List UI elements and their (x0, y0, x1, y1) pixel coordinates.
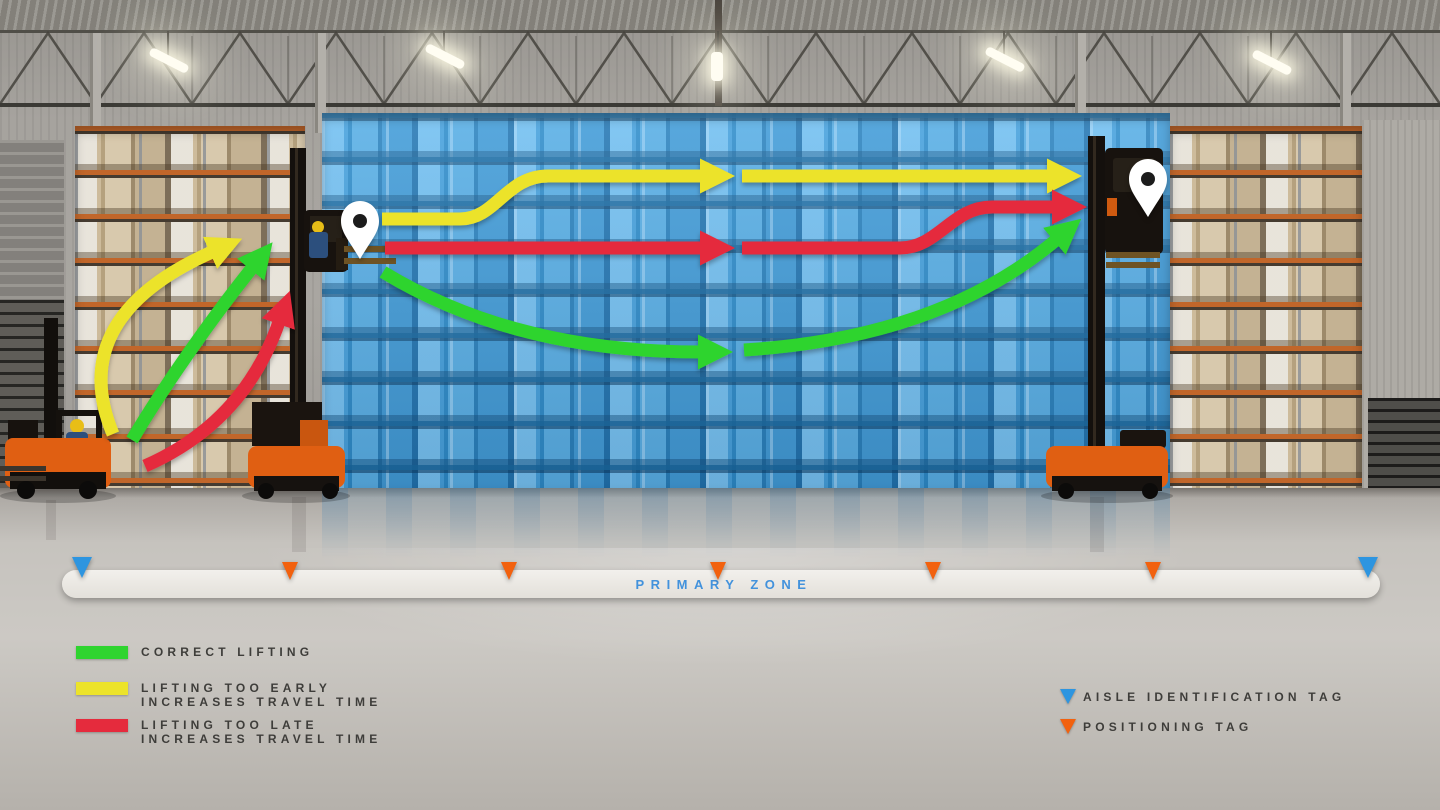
legend-item-positioning-tag: POSITIONING TAG (1060, 719, 1252, 734)
aisle-identification-tag-marker (1358, 557, 1378, 578)
legend-label: LIFTING TOO LATE (141, 718, 318, 732)
late-lift-path-arrow-2 (742, 189, 1087, 255)
primary-zone-label: PRIMARY ZONE (635, 576, 813, 592)
early-lift-path-arrow (382, 158, 735, 226)
correct-lift-path-arrow-2 (743, 218, 1082, 357)
positioning-tag-icon (1060, 719, 1076, 734)
forklift-shadows (0, 489, 1173, 503)
correct-lift-path-arrow (379, 266, 733, 370)
left-wall-panel (0, 140, 64, 305)
right-storage-rack (1170, 126, 1362, 490)
correct-lifting-swatch (76, 646, 128, 659)
legend-label: CORRECT LIFTING (141, 645, 314, 659)
forks (1106, 252, 1160, 258)
legend-item-lifting-too-late: LIFTING TOO LATE INCREASES TRAVEL TIME (76, 718, 381, 746)
aisle-identification-tag-marker (72, 557, 92, 578)
legend-label: LIFTING TOO EARLY (141, 681, 332, 695)
positioning-tag-marker (282, 562, 298, 580)
early-lift-curve-arrow (94, 236, 243, 437)
light-hanger-rods (167, 31, 1272, 59)
operator (309, 232, 328, 258)
legend-label: INCREASES TRAVEL TIME (141, 732, 382, 746)
mast-floor-reflections (46, 497, 1104, 552)
zone-floor-reflection (322, 488, 1170, 558)
forklift-small (0, 318, 111, 499)
legend-label: POSITIONING TAG (1083, 719, 1253, 734)
legend-item-aisle-identification-tag: AISLE IDENTIFICATION TAG (1060, 689, 1345, 704)
late-lift-curve-arrow (142, 290, 295, 472)
positioning-tag-marker (710, 562, 726, 580)
lift-path-arrows (94, 158, 1087, 472)
lifting-too-early-swatch (76, 682, 128, 695)
forks (344, 246, 396, 252)
roof-truss-structure (0, 0, 1440, 133)
warehouse-floor (0, 488, 1440, 810)
positioning-tag-marker (925, 562, 941, 580)
ceiling-light (711, 52, 723, 81)
legend-label: AISLE IDENTIFICATION TAG (1083, 689, 1346, 704)
reach-truck-left (248, 148, 396, 499)
correct-lift-curve-arrow (126, 242, 273, 444)
operator-helmet (312, 221, 324, 233)
lifting-too-late-swatch (76, 719, 128, 732)
reach-truck-right (1046, 136, 1168, 499)
operator-helmet (70, 419, 84, 433)
positioning-tag-marker (1145, 562, 1161, 580)
legend-label: INCREASES TRAVEL TIME (141, 695, 382, 709)
positioning-tag-marker (501, 562, 517, 580)
aisle-tag-icon (1060, 689, 1076, 704)
legend-item-correct-lifting: CORRECT LIFTING (76, 645, 313, 659)
legend-item-lifting-too-early: LIFTING TOO EARLY INCREASES TRAVEL TIME (76, 681, 381, 709)
right-louver-panel (1368, 398, 1440, 490)
